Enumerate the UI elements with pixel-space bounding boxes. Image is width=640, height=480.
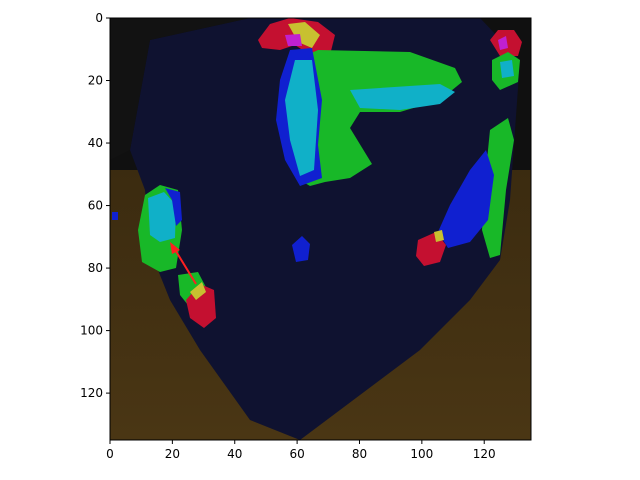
region-blue-dot [292,236,310,262]
y-axis: 0 20 40 60 80 100 120 [80,11,110,400]
x-axis: 0 20 40 60 80 100 120 [106,440,496,461]
x-tick-label: 60 [289,447,304,461]
y-tick-label: 40 [88,136,103,150]
x-tick-label: 120 [473,447,496,461]
y-tick-label: 20 [88,74,103,88]
image-panel [110,18,531,440]
arrow-head [170,242,180,254]
x-tick-label: 80 [352,447,367,461]
axes-frame [109,17,532,441]
y-tick-label: 100 [80,324,103,338]
region-magenta-top [285,34,302,46]
x-tick-label: 100 [410,447,433,461]
arrow-line [173,247,197,285]
region-cyan-arm [350,84,455,110]
region-cyan-center [285,60,318,176]
x-tick-label: 0 [106,447,114,461]
dark-object [130,18,520,440]
region-cyan-left [148,192,176,242]
region-green-right [482,118,514,258]
region-yellow-top [288,22,320,48]
y-tick-label: 80 [88,261,103,275]
region-green-center [292,50,462,186]
x-tick-label: 40 [227,447,242,461]
y-tick-label: 120 [80,386,103,400]
x-tick-label: 20 [165,447,180,461]
region-blue-right [438,150,494,248]
y-tick-label: 60 [88,199,103,213]
y-tick-label: 0 [95,11,103,25]
